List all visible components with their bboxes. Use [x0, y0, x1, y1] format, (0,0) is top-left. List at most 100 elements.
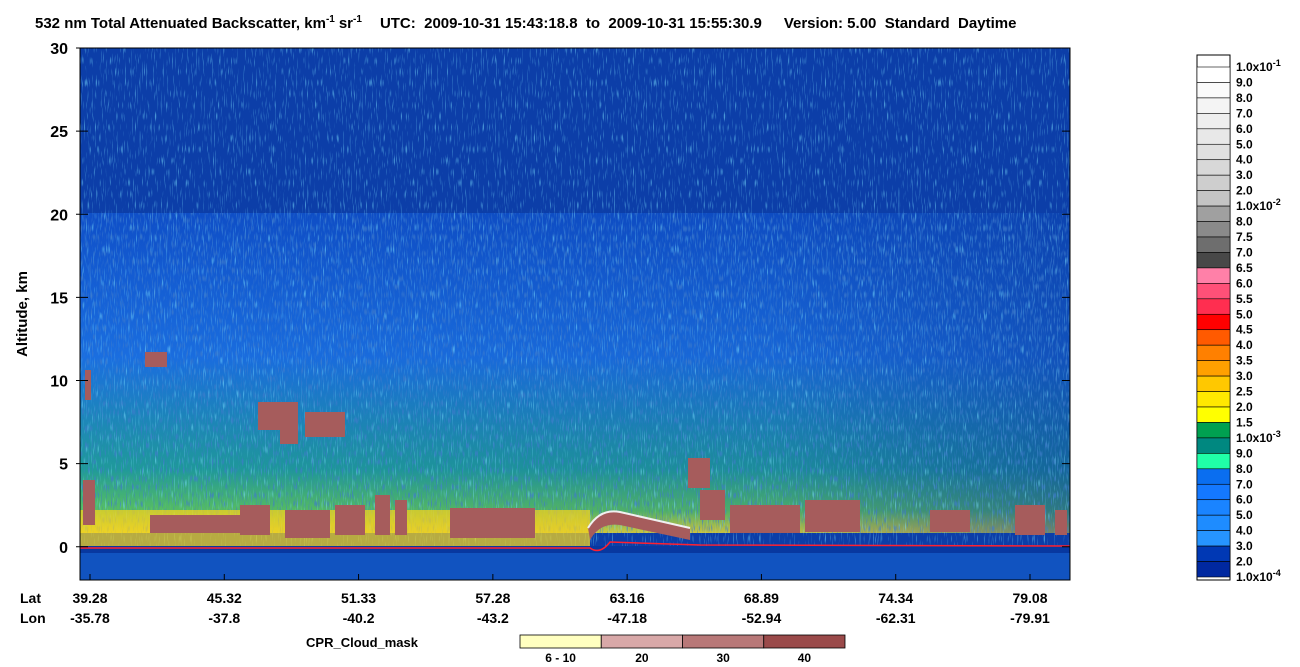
- colorbar-bin: [1196, 406, 1231, 423]
- colorbar-label: 7.5: [1236, 230, 1253, 244]
- title-text: 532 nm Total Attenuated Backscatter, km: [35, 15, 326, 32]
- colorbar-label: 4.0: [1236, 153, 1253, 167]
- colorbar-bin: [1196, 283, 1231, 300]
- colorbar-bin: [1196, 267, 1231, 284]
- colorbar-bin: [1196, 66, 1231, 83]
- colorbar-label: 5.0: [1236, 137, 1253, 151]
- colorbar-bin: [1196, 530, 1231, 547]
- lat-tick-label: 45.32: [207, 590, 242, 606]
- title-unit: sr: [339, 15, 353, 32]
- colorbar-label: 1.0x10-2: [1236, 197, 1281, 213]
- colorbar-label: 6.5: [1236, 261, 1253, 275]
- title-unit-exp: -1: [353, 14, 362, 25]
- colorbar-label-base: 1.0x10: [1236, 570, 1273, 584]
- lat-tick-label: 79.08: [1012, 590, 1047, 606]
- y-tick-label: 20: [50, 207, 68, 224]
- colorbar-label: 8.0: [1236, 215, 1253, 229]
- cpr-legend-label: 30: [716, 651, 730, 665]
- cpr-legend-swatch: [763, 634, 846, 649]
- colorbar-bin: [1196, 298, 1231, 315]
- title-utc: UTC: 2009-10-31 15:43:18.8 to 2009-10-31…: [380, 15, 762, 32]
- colorbar-label: 2.0: [1236, 184, 1253, 198]
- cpr-legend-label: 20: [635, 651, 649, 665]
- colorbar-bin: [1196, 360, 1231, 377]
- colorbar-label: 1.0x10-3: [1236, 429, 1281, 445]
- y-tick-label: 15: [50, 290, 68, 307]
- colorbar-bin: [1196, 174, 1231, 191]
- lat-tick-label: 57.28: [475, 590, 510, 606]
- colorbar-bin: [1196, 313, 1231, 331]
- y-tick-label: 5: [59, 457, 68, 474]
- y-tick-label: 30: [50, 41, 68, 58]
- colorbar-label-base: 1.0x10: [1236, 60, 1273, 74]
- lat-tick-label: 74.34: [878, 590, 913, 606]
- colorbar-bin: [1196, 159, 1231, 176]
- colorbar-label: 7.0: [1236, 106, 1253, 120]
- colorbar-bin: [1196, 113, 1231, 130]
- colorbar-label: 3.0: [1236, 369, 1253, 383]
- colorbar-label: 4.5: [1236, 323, 1253, 337]
- colorbar-bin: [1196, 221, 1231, 238]
- colorbar-bin: [1196, 545, 1231, 562]
- lon-tick-label: -62.31: [876, 610, 916, 626]
- title-version: Version: 5.00 Standard Daytime: [784, 15, 1017, 32]
- colorbar-label: 8.0: [1236, 462, 1253, 476]
- colorbar-label: 8.0: [1236, 91, 1253, 105]
- lat-tick-label: 39.28: [72, 590, 107, 606]
- lon-tick-label: -43.2: [477, 610, 509, 626]
- colorbar-bin: [1196, 375, 1231, 392]
- colorbar-bin: [1196, 205, 1231, 222]
- colorbar-label: 9.0: [1236, 75, 1253, 89]
- colorbar-label: 6.0: [1236, 276, 1253, 290]
- colorbar-label: 3.5: [1236, 354, 1253, 368]
- colorbar-label: 3.0: [1236, 539, 1253, 553]
- plot-frame: [79, 47, 1071, 581]
- lon-tick-label: -37.8: [208, 610, 240, 626]
- colorbar-label: 1.0x10-1: [1236, 58, 1281, 74]
- lat-tick-label: 68.89: [744, 590, 779, 606]
- colorbar-bin: [1196, 391, 1231, 408]
- colorbar-bin: [1196, 190, 1231, 207]
- curtain-image: [80, 48, 1070, 580]
- colorbar-bin: [1196, 252, 1231, 269]
- colorbar-bin: [1196, 236, 1231, 253]
- colorbar-bin: [1196, 422, 1231, 439]
- colorbar-label: 6.0: [1236, 122, 1253, 136]
- lon-label: Lon: [20, 610, 46, 626]
- colorbar-label-exp: -4: [1273, 568, 1281, 578]
- colorbar-label: 5.5: [1236, 292, 1253, 306]
- cpr-legend-label: 40: [798, 651, 812, 665]
- y-tick-label: 10: [50, 374, 68, 391]
- colorbar-label: 2.0: [1236, 555, 1253, 569]
- cpr-legend-swatch: [682, 634, 765, 649]
- colorbar-label-exp: -2: [1273, 197, 1281, 207]
- colorbar-label-base: 1.0x10: [1236, 431, 1273, 445]
- lon-tick-label: -47.18: [607, 610, 647, 626]
- colorbar-bin: [1196, 437, 1231, 454]
- lon-tick-label: -35.78: [70, 610, 110, 626]
- colorbar-label: 2.5: [1236, 385, 1253, 399]
- colorbar-bin: [1196, 329, 1231, 346]
- colorbar-bin: [1196, 483, 1231, 501]
- colorbar-bin: [1196, 82, 1231, 99]
- colorbar-bin: [1196, 143, 1231, 161]
- colorbar-bin: [1196, 514, 1231, 531]
- colorbar-label-base: 1.0x10: [1236, 199, 1273, 213]
- colorbar-label: 9.0: [1236, 446, 1253, 460]
- colorbar-label: 1.5: [1236, 415, 1253, 429]
- colorbar-bin: [1196, 453, 1231, 470]
- colorbar-label: 4.0: [1236, 338, 1253, 352]
- cpr-legend-swatch: [600, 634, 683, 649]
- colorbar-label: 1.0x10-4: [1236, 568, 1281, 584]
- colorbar-bin: [1196, 468, 1231, 485]
- lat-label: Lat: [20, 590, 41, 606]
- y-tick-label: 0: [59, 540, 68, 557]
- colorbar-bin: [1196, 128, 1231, 145]
- chart-title: 532 nm Total Attenuated Backscatter, km -…: [35, 14, 1016, 32]
- colorbar-bin: [1196, 344, 1231, 361]
- colorbar-bin: [1196, 499, 1231, 516]
- colorbar-label: 5.0: [1236, 508, 1253, 522]
- colorbar-label-exp: -3: [1273, 429, 1281, 439]
- cpr-legend-title: CPR_Cloud_mask: [306, 635, 419, 650]
